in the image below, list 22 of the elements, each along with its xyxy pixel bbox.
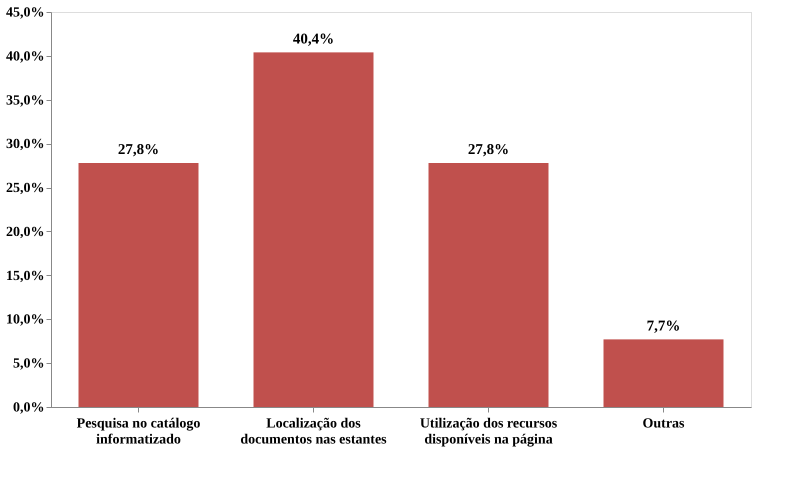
y-tick-label: 10,0% (6, 312, 44, 328)
bar (604, 339, 724, 407)
data-label: 27,8% (118, 142, 160, 158)
x-tick-label: Localização dos documentos nas estantes (240, 416, 388, 448)
y-tick-label: 0,0% (13, 400, 44, 416)
y-tick-label: 30,0% (6, 137, 44, 152)
data-label: 40,4% (292, 31, 334, 48)
x-tick-label: Outras (642, 416, 686, 432)
y-tick-label: 35,0% (6, 93, 44, 108)
bar (428, 162, 548, 407)
data-label: 27,8% (468, 142, 510, 158)
x-tick-label: Utilização dos recursos disponíveis na página (420, 416, 558, 448)
y-tick-label: 20,0% (6, 224, 44, 240)
data-label: 7,7% (646, 318, 680, 334)
bar (78, 162, 198, 407)
y-tick-label: 45,0% (6, 6, 44, 20)
y-tick-label: 5,0% (13, 356, 44, 372)
y-tick-label: 15,0% (6, 268, 44, 284)
bar (254, 52, 374, 407)
y-tick-label: 40,0% (6, 49, 44, 64)
y-tick-label: 25,0% (6, 181, 44, 196)
x-tick-label: Pesquisa no catálogo informatizado (76, 416, 200, 448)
